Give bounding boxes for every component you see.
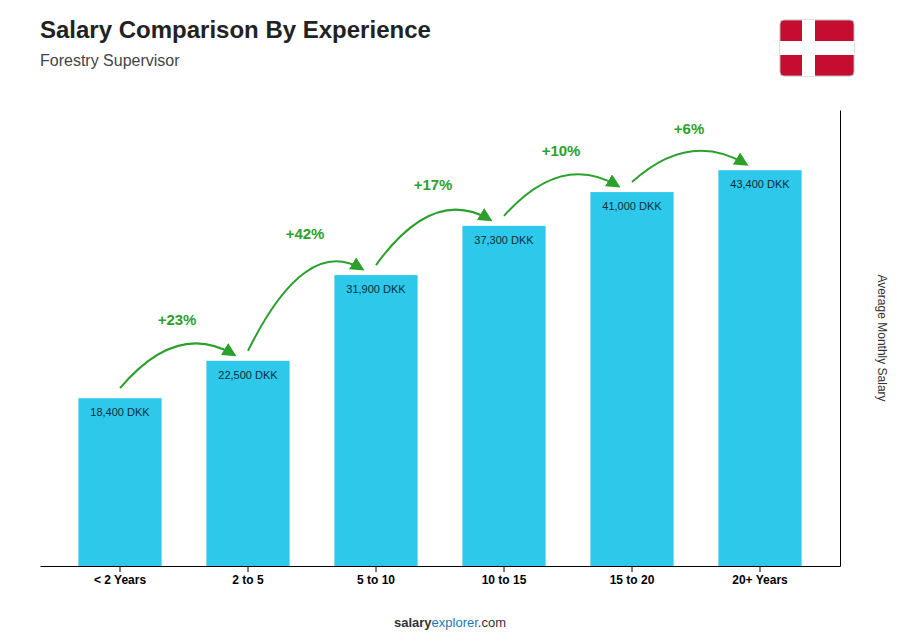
- x-tick: < 2 Years: [94, 566, 146, 587]
- x-tick-label: 20+ Years: [732, 573, 788, 587]
- x-tick-mark: [248, 566, 249, 572]
- data-label: 43,400 DKK: [730, 178, 790, 190]
- x-axis-line: [41, 566, 841, 567]
- flag-field: [780, 20, 854, 76]
- x-tick-label: 15 to 20: [610, 573, 655, 587]
- x-tick: 5 to 10: [357, 566, 395, 587]
- flag: [780, 20, 854, 76]
- x-tick: 2 to 5: [232, 566, 264, 587]
- footer-part: salary: [394, 615, 432, 630]
- change-arrow: [504, 174, 618, 216]
- data-label: 31,900 DKK: [346, 283, 406, 295]
- change-arrow: [248, 261, 362, 350]
- data-label: 22,500 DKK: [218, 369, 278, 381]
- x-tick-label: < 2 Years: [94, 573, 146, 587]
- bar: [718, 170, 801, 566]
- chart: Salary Comparison By Experience Forestry …: [0, 0, 900, 641]
- footer-part: .com: [478, 615, 506, 630]
- x-tick-mark: [504, 566, 505, 572]
- change-arrow: [632, 151, 746, 182]
- bars: [78, 170, 801, 566]
- x-tick-label: 2 to 5: [232, 573, 264, 587]
- bar: [334, 275, 417, 566]
- bar: [206, 361, 289, 566]
- data-label: 18,400 DKK: [90, 406, 150, 418]
- subtitle: Forestry Supervisor: [40, 52, 180, 69]
- x-tick: 20+ Years: [732, 566, 788, 587]
- data-labels: 18,400 DKK 22,500 DKK 31,900 DKK 37,300 DKK…: [90, 178, 790, 418]
- x-tick-label: 5 to 10: [357, 573, 395, 587]
- bar: [590, 192, 673, 566]
- flag-cross: [780, 41, 854, 55]
- x-tick-mark: [760, 566, 761, 572]
- x-axis: < 2 Years 2 to 5 5 to 10 10 to 15 15 to 20 20…: [41, 566, 841, 587]
- y-axis-title: Average Monthly Salary: [875, 274, 889, 401]
- x-tick: 15 to 20: [610, 566, 655, 587]
- change-label: +23%: [158, 311, 197, 328]
- x-tick-mark: [120, 566, 121, 572]
- bar: [462, 226, 545, 566]
- y-axis-line: [840, 111, 841, 567]
- change-label: +6%: [674, 120, 704, 137]
- annotations: +23% +42% +17% +10% +6%: [120, 120, 746, 388]
- x-tick-mark: [376, 566, 377, 572]
- change-label: +42%: [286, 225, 325, 242]
- x-tick-label: 10 to 15: [482, 573, 527, 587]
- bar: [78, 398, 161, 566]
- change-label: +10%: [542, 142, 581, 159]
- x-tick-mark: [632, 566, 633, 572]
- change-arrow: [376, 210, 490, 265]
- change-label: +17%: [414, 176, 453, 193]
- y-axis: [840, 111, 841, 567]
- title: Salary Comparison By Experience: [40, 16, 431, 43]
- change-arrow: [120, 343, 234, 388]
- footer-part: explorer: [432, 615, 480, 630]
- footer: salaryexplorer.com: [394, 615, 506, 630]
- x-tick: 10 to 15: [482, 566, 527, 587]
- plot: < 2 Years 2 to 5 5 to 10 10 to 15 15 to 20 20…: [41, 111, 841, 587]
- data-label: 41,000 DKK: [602, 200, 662, 212]
- data-label: 37,300 DKK: [474, 234, 534, 246]
